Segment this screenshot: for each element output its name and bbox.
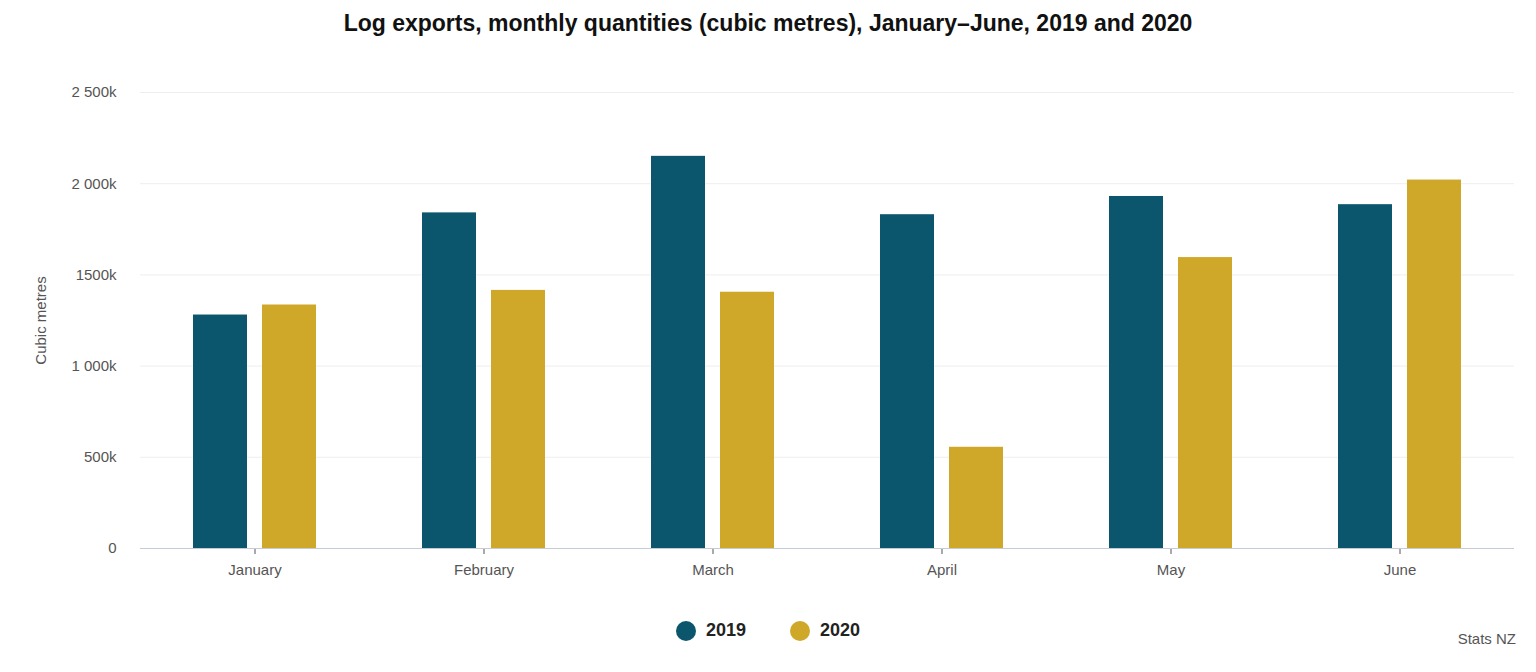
svg-text:May: May xyxy=(1157,561,1186,578)
svg-text:April: April xyxy=(927,561,957,578)
svg-text:1500k: 1500k xyxy=(76,266,117,283)
html-text:Log exports, monthly quantitie: Log exports, monthly quantities (cubic m… xyxy=(343,10,1193,36)
svg-text:2 000k: 2 000k xyxy=(71,175,117,192)
svg-text:February: February xyxy=(454,561,515,578)
html-text:Stats NZ: Stats NZ xyxy=(1457,630,1516,647)
svg-text:January: January xyxy=(228,561,282,578)
svg-text:2 500k: 2 500k xyxy=(71,83,117,100)
svg-text:Cubic metres: Cubic metres xyxy=(32,276,49,364)
svg-text:0: 0 xyxy=(108,539,116,556)
svg-text:500k: 500k xyxy=(84,448,117,465)
svg-text:March: March xyxy=(692,561,734,578)
svg-text:1 000k: 1 000k xyxy=(71,357,117,374)
svg-text:June: June xyxy=(1384,561,1417,578)
html-text:2020: 2020 xyxy=(820,620,860,640)
html-text:2019: 2019 xyxy=(706,620,746,640)
